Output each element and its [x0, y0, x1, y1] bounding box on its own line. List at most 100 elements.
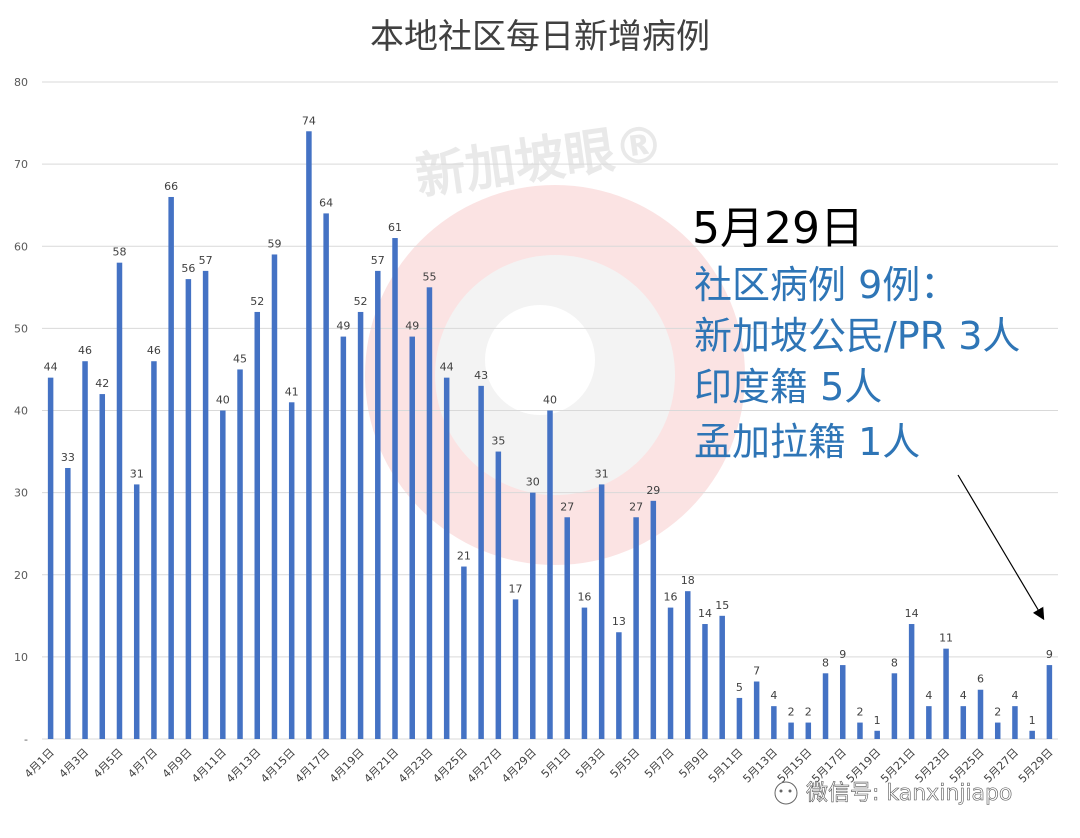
data-labels: 4433464258314666565740455259417464495257… [44, 114, 1053, 727]
annotation-line-1: 社区病例 9例： [694, 263, 958, 307]
x-tick-label: 5月27日 [981, 746, 1021, 786]
y-tick-label: 20 [14, 569, 28, 582]
y-tick-label: 70 [14, 158, 28, 171]
x-tick-label: 5月5日 [608, 746, 643, 781]
x-tick-label: 5月7日 [642, 746, 677, 781]
data-label: 61 [388, 221, 402, 234]
x-tick-label: 5月11日 [706, 746, 746, 786]
bar [133, 484, 140, 739]
x-tick-label: 4月17日 [293, 746, 333, 786]
credit-text: 微信号: kanxinjiapo [806, 781, 1012, 806]
bar [340, 336, 347, 739]
bar [99, 394, 106, 739]
bar [82, 361, 88, 739]
x-tick-label: 5月21日 [878, 746, 918, 786]
data-label: 4 [1011, 689, 1018, 702]
data-label: 11 [939, 632, 953, 645]
data-label: 52 [354, 295, 368, 308]
data-label: 2 [788, 706, 795, 719]
data-label: 35 [491, 435, 505, 448]
x-tick-label: 5月13日 [740, 746, 780, 786]
data-label: 2 [856, 706, 863, 719]
bar [357, 311, 364, 739]
data-label: 9 [839, 648, 846, 661]
bar [288, 402, 295, 739]
bar [943, 648, 949, 739]
x-tick-label: 5月1日 [539, 746, 574, 781]
data-label: 57 [371, 254, 385, 267]
y-tick-label: 40 [14, 405, 28, 418]
x-tick-label: 4月1日 [22, 746, 57, 781]
data-label: 6 [977, 673, 984, 686]
bar [547, 410, 553, 739]
annotation-box: 5月29日 社区病例 9例： 新加坡公民/PR 3人 印度籍 5人 孟加拉籍 1… [692, 203, 1020, 464]
x-tick-label: 4月19日 [327, 746, 367, 786]
data-label: 16 [577, 591, 591, 604]
bar [323, 213, 329, 739]
bar [47, 377, 54, 739]
bar [271, 254, 278, 739]
bar [1029, 730, 1035, 739]
data-label: 33 [61, 451, 75, 464]
data-label: 2 [994, 706, 1001, 719]
data-label: 56 [181, 262, 195, 275]
data-label: 4 [925, 689, 932, 702]
data-label: 44 [440, 361, 454, 374]
data-label: 30 [526, 476, 540, 489]
bar [443, 377, 450, 739]
x-tick-label: 5月19日 [844, 746, 884, 786]
data-label: 1 [1029, 714, 1036, 727]
data-label: 14 [698, 607, 712, 620]
bar [805, 722, 812, 739]
data-label: 29 [646, 484, 660, 497]
bar [822, 673, 829, 739]
y-tick-label: 10 [14, 651, 28, 664]
data-label: 74 [302, 114, 316, 127]
bar [977, 689, 984, 739]
bar [839, 665, 846, 739]
bar [478, 385, 484, 739]
bar [185, 279, 192, 739]
data-label: 41 [285, 385, 299, 398]
wechat-icon [774, 781, 798, 805]
data-label: 45 [233, 352, 247, 365]
data-label: 44 [44, 361, 58, 374]
data-label: 21 [457, 550, 471, 563]
data-label: 8 [891, 656, 898, 669]
bar [581, 607, 588, 739]
x-tick-label: 5月29日 [1016, 746, 1056, 786]
data-label: 55 [422, 270, 436, 283]
data-label: 4 [770, 689, 777, 702]
bar [1046, 665, 1053, 739]
x-tick-label: 5月23日 [913, 746, 953, 786]
data-label: 31 [130, 467, 144, 480]
bar [891, 673, 898, 739]
data-label: 49 [336, 320, 350, 333]
bar [667, 607, 674, 739]
bar [375, 270, 381, 739]
annotation-date: 5月29日 [692, 203, 864, 254]
bar [202, 270, 209, 739]
annotation-line-4: 孟加拉籍 1人 [694, 420, 920, 464]
watermark: 新加坡眼® [365, 114, 745, 565]
y-tick-label: 50 [14, 322, 28, 335]
bar [788, 722, 794, 739]
x-tick-label: 4月5日 [91, 746, 126, 781]
x-tick-label: 4月13日 [224, 746, 264, 786]
x-tick-label: 5月17日 [809, 746, 849, 786]
x-tick-label: 4月21日 [362, 746, 402, 786]
data-label: 27 [629, 500, 643, 513]
x-tick-label: 4月25日 [430, 746, 470, 786]
bar [753, 681, 760, 739]
bar [874, 730, 880, 739]
bar [530, 492, 536, 739]
bar [426, 287, 433, 739]
y-tick-label: 80 [14, 76, 28, 89]
data-label: 27 [560, 500, 574, 513]
credit-watermark: 微信号: kanxinjiapo [774, 781, 1013, 806]
bar [564, 517, 570, 739]
data-label: 43 [474, 369, 488, 382]
x-tick-label: 4月27日 [465, 746, 505, 786]
x-tick-label: 5月15日 [775, 746, 815, 786]
annotation-arrow [957, 474, 1045, 621]
